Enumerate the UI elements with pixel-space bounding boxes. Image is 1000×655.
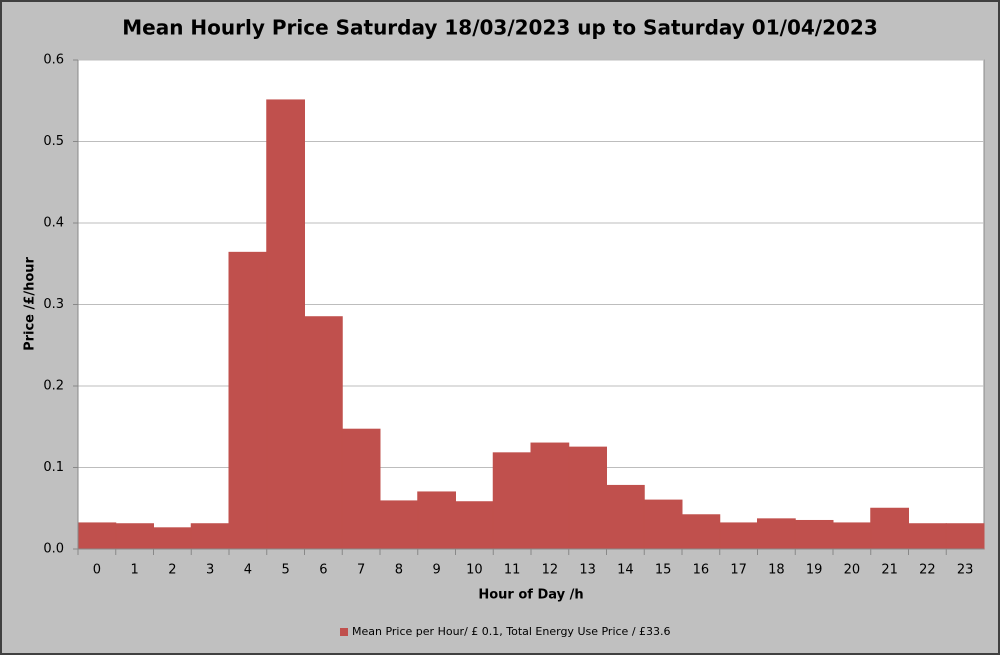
x-tick-label: 5 xyxy=(281,563,289,578)
x-tick-label: 19 xyxy=(806,563,823,578)
x-tick-label: 15 xyxy=(655,563,672,578)
chart-title: Mean Hourly Price Saturday 18/03/2023 up… xyxy=(122,16,878,40)
x-tick-label: 21 xyxy=(881,563,898,578)
y-tick-label: 0.3 xyxy=(43,297,64,312)
x-tick-label: 11 xyxy=(504,563,521,578)
bar xyxy=(643,499,683,550)
x-axis-title: Hour of Day /h xyxy=(478,588,583,603)
bar xyxy=(832,522,872,550)
y-tick-label: 0.5 xyxy=(43,134,64,149)
bar xyxy=(568,446,607,550)
x-tick-label: 3 xyxy=(206,563,214,578)
x-tick-label: 8 xyxy=(395,563,403,578)
legend-label: Mean Price per Hour/ £ 0.1, Total Energy… xyxy=(352,625,671,638)
bar xyxy=(77,522,117,550)
x-tick-label: 7 xyxy=(357,563,365,578)
bar xyxy=(492,452,532,550)
x-tick-label: 10 xyxy=(466,563,483,578)
bar xyxy=(228,251,268,550)
x-tick-label: 9 xyxy=(432,563,440,578)
x-tick-label: 12 xyxy=(542,563,559,578)
x-tick-label: 0 xyxy=(93,563,101,578)
y-tick-label: 0.6 xyxy=(43,53,64,68)
bar xyxy=(530,442,570,550)
bar xyxy=(417,491,456,550)
x-tick-label: 16 xyxy=(693,563,710,578)
bar xyxy=(266,99,305,550)
y-axis-title: Price /£/hour xyxy=(23,256,38,350)
bar xyxy=(190,523,230,550)
bar xyxy=(719,522,758,550)
bar xyxy=(870,507,909,550)
bar xyxy=(153,527,192,550)
y-tick-label: 0.4 xyxy=(43,216,64,231)
x-tick-label: 18 xyxy=(768,563,785,578)
x-tick-label: 22 xyxy=(919,563,936,578)
x-tick-label: 23 xyxy=(957,563,974,578)
bar xyxy=(945,523,985,550)
bar xyxy=(606,484,645,550)
x-tick-label: 4 xyxy=(244,563,252,578)
bar xyxy=(757,518,796,550)
bar xyxy=(379,500,419,550)
x-tick-label: 17 xyxy=(730,563,747,578)
x-tick-label: 1 xyxy=(130,563,138,578)
y-tick-label: 0.0 xyxy=(43,542,64,557)
bar xyxy=(304,316,343,550)
bar xyxy=(455,501,494,550)
x-tick-label: 20 xyxy=(844,563,861,578)
x-tick-label: 6 xyxy=(319,563,327,578)
bar xyxy=(681,514,721,550)
x-tick-label: 14 xyxy=(617,563,634,578)
x-tick-label: 13 xyxy=(579,563,596,578)
y-tick-label: 0.2 xyxy=(43,379,64,394)
bar xyxy=(908,523,947,550)
bar xyxy=(115,523,154,550)
bar xyxy=(341,428,381,550)
y-tick-label: 0.1 xyxy=(43,460,64,475)
x-tick-label: 2 xyxy=(168,563,176,578)
bar xyxy=(794,519,834,550)
legend-swatch xyxy=(340,628,348,636)
